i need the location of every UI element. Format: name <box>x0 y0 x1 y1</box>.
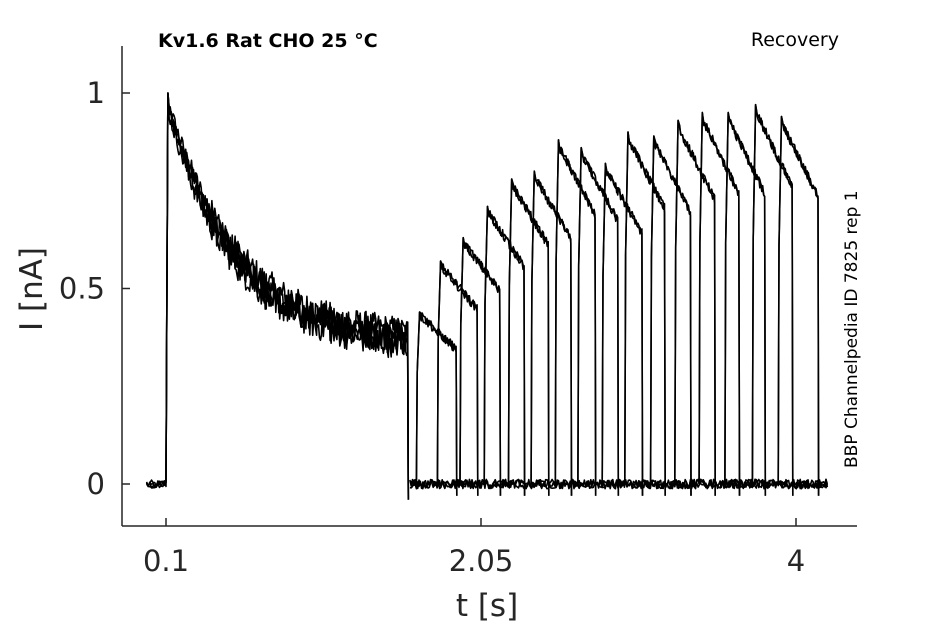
recovery-pulse <box>751 103 794 496</box>
axis-ticks: 0.1 2.05 4 0 0.5 1 <box>59 76 805 578</box>
recovery-pulse <box>751 103 794 496</box>
x-tick-label: 2.05 <box>449 544 514 578</box>
recovery-pulse <box>459 236 502 496</box>
x-tick-label: 4 <box>787 544 805 578</box>
recovery-pulse <box>436 260 479 496</box>
chart-protocol-label: Recovery <box>751 29 839 51</box>
x-axis-label: t [s] <box>456 588 518 624</box>
y-tick-label: 0.5 <box>59 272 105 306</box>
recovery-pulse <box>577 146 620 496</box>
recovery-pulse <box>698 111 741 496</box>
recovery-pulse <box>483 205 526 496</box>
recovery-pulse <box>698 111 741 496</box>
chart-title: Kv1.6 Rat CHO 25 °C <box>158 30 378 52</box>
recovery-pulse <box>415 311 458 496</box>
y-tick-label: 0 <box>87 467 105 501</box>
recovery-pulse <box>554 139 597 496</box>
recovery-pulse <box>459 236 502 496</box>
x-tick-label: 0.1 <box>143 544 189 578</box>
recovery-pulse <box>483 205 526 496</box>
recovery-pulse <box>530 170 573 496</box>
recovery-pulse <box>777 115 820 496</box>
recovery-pulse <box>624 131 666 496</box>
recovery-pulse <box>507 178 550 496</box>
source-id-label: BBP Channelpedia ID 7825 rep 1 <box>842 190 862 468</box>
recovery-pulse <box>624 131 666 496</box>
recovery-pulse <box>554 139 597 496</box>
recovery-pulse <box>674 119 716 496</box>
recovery-pulse <box>507 178 550 496</box>
recovery-pulse <box>601 162 644 496</box>
recovery-pulse <box>674 119 716 496</box>
y-axis-label: I [nA] <box>14 247 50 331</box>
current-traces <box>145 92 829 500</box>
recovery-pulse <box>724 111 767 496</box>
y-tick-label: 1 <box>87 76 105 110</box>
recovery-pulse <box>601 162 644 496</box>
recovery-pulse <box>436 260 479 496</box>
recovery-pulse <box>530 170 573 496</box>
prepulse-sweep <box>145 92 410 500</box>
recovery-pulse <box>577 146 620 496</box>
recovery-pulse <box>724 111 767 496</box>
recovery-pulse <box>649 135 692 496</box>
